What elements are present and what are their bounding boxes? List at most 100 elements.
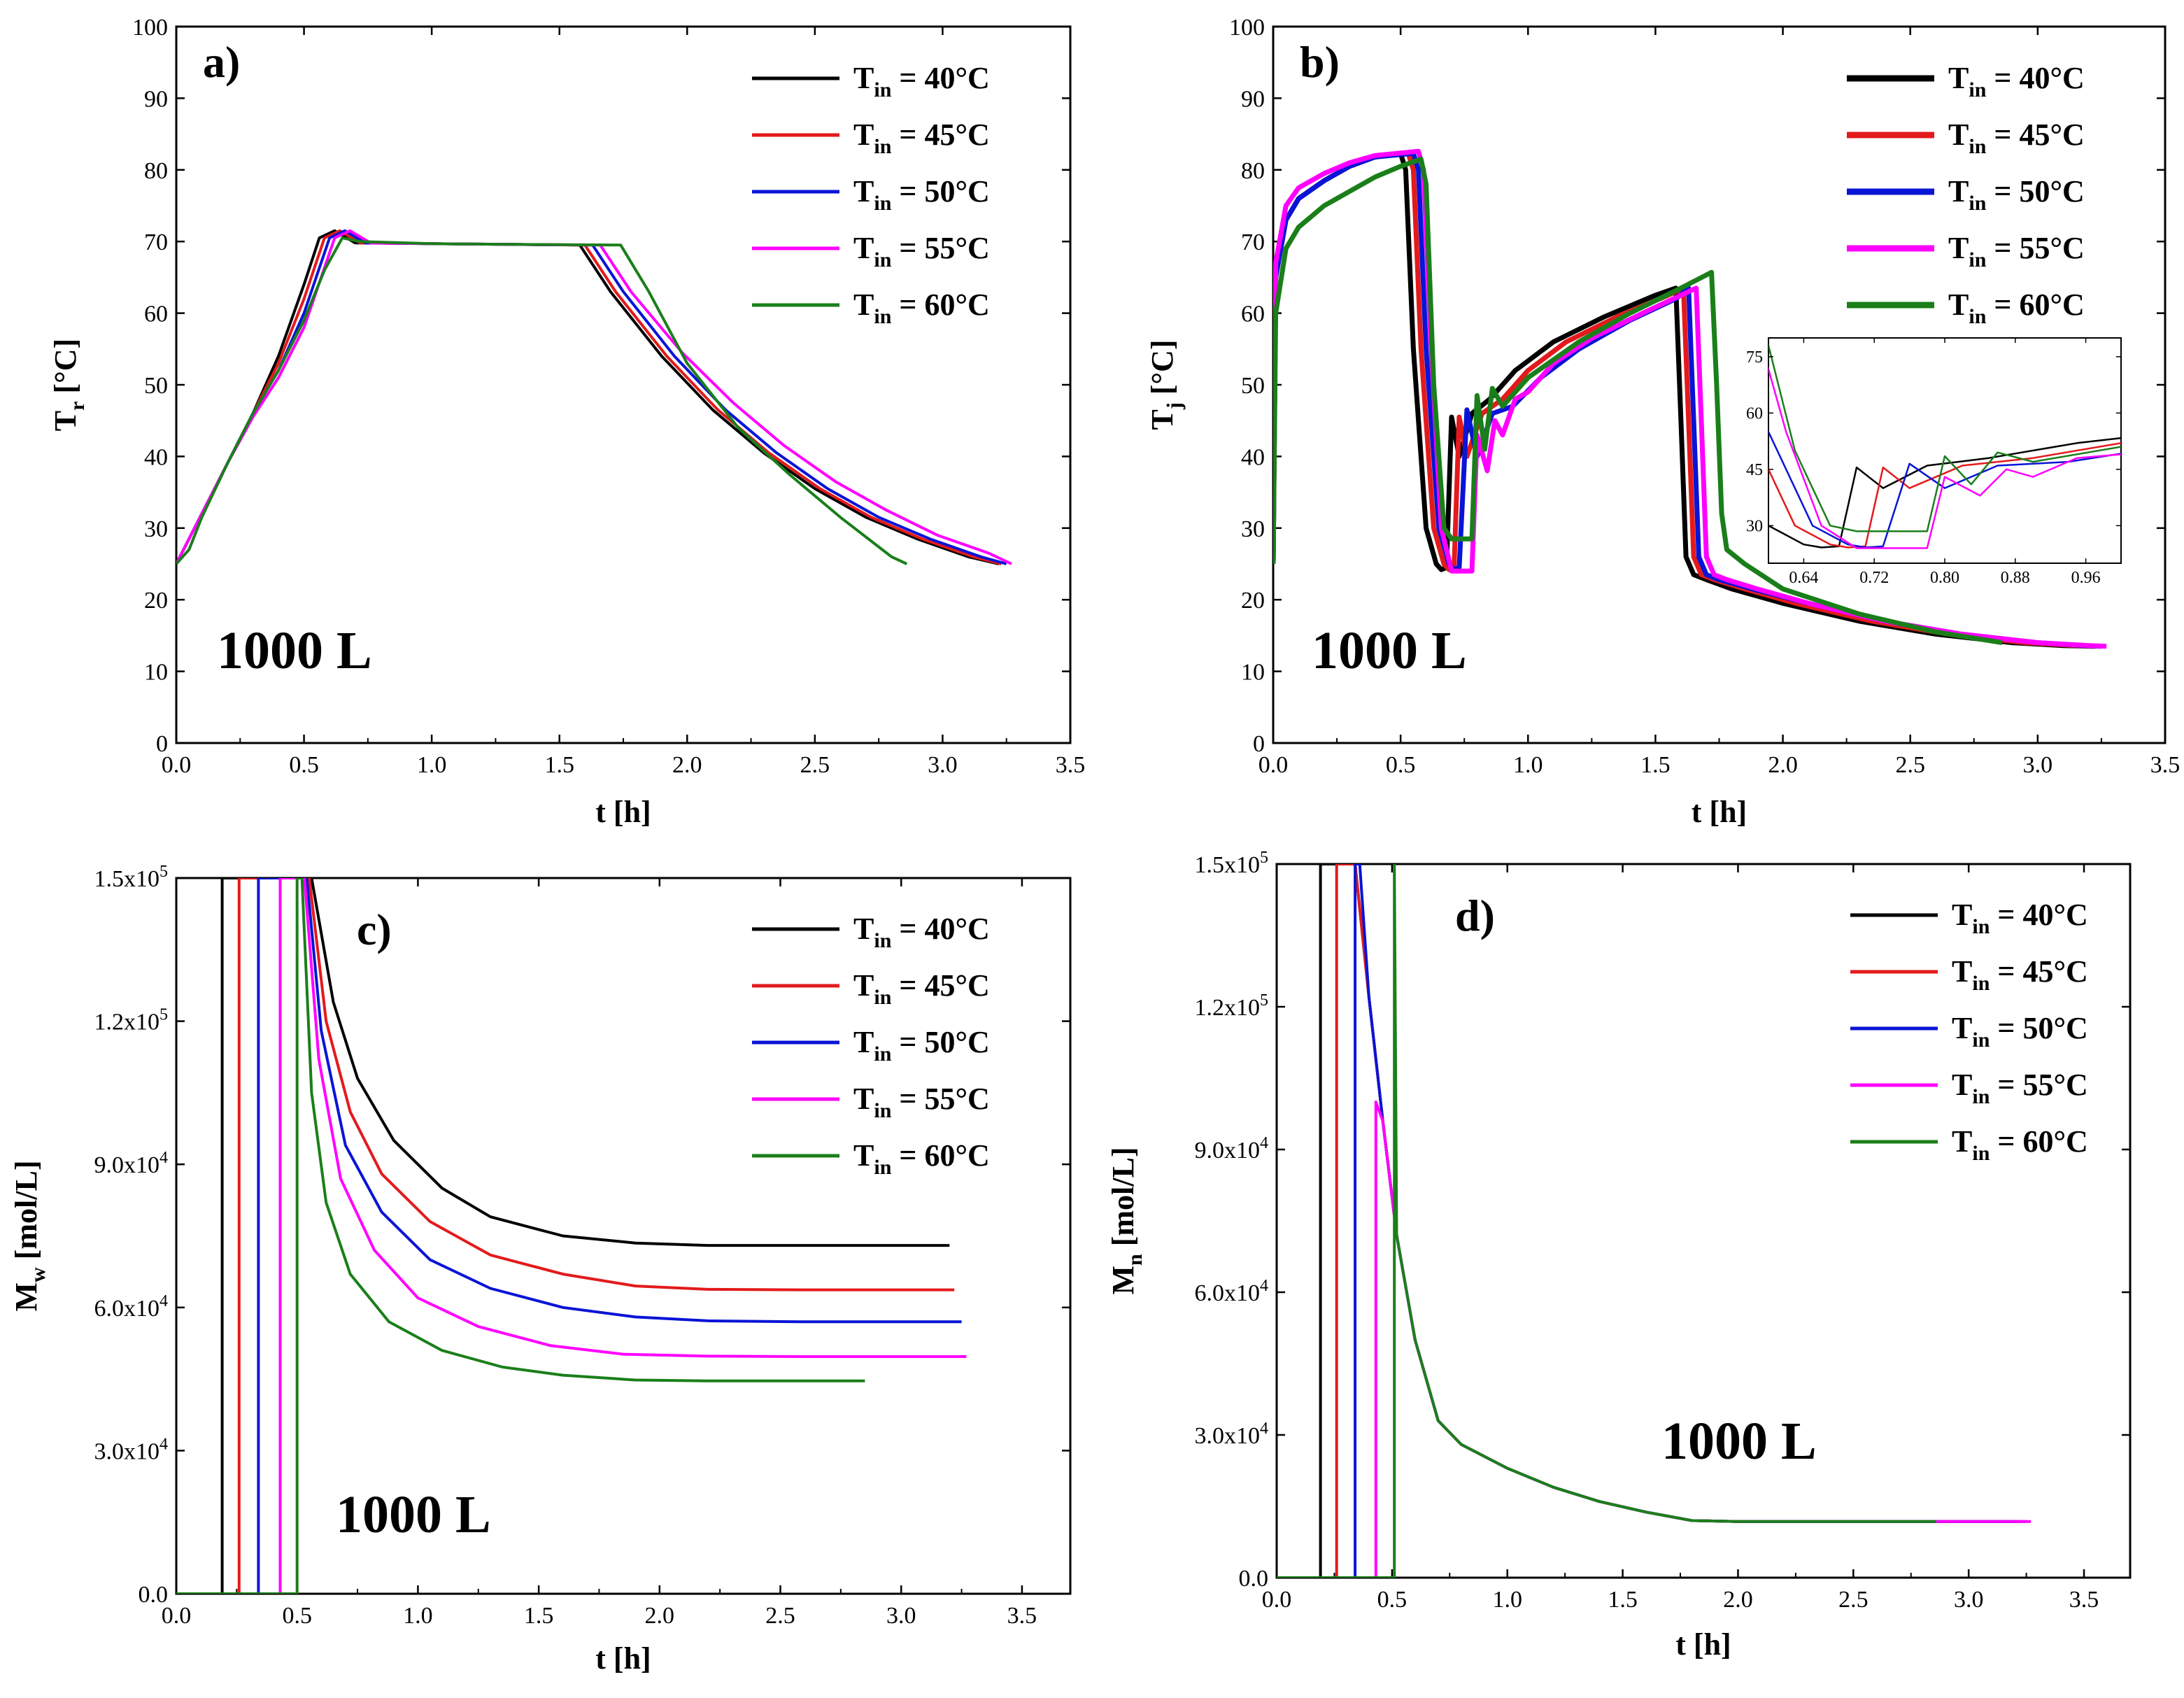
series-line-45 [176, 229, 1002, 565]
series-line-55 [176, 878, 967, 1594]
y-tick-label: 40 [144, 444, 168, 470]
y-tick-label: 6.0x104 [94, 1292, 169, 1322]
y-tick-label: 50 [1241, 373, 1265, 399]
legend-label-40: Tin = 40°C [853, 61, 990, 101]
legend-label-45: Tin = 45°C [853, 118, 990, 158]
x-tick-label: 3.5 [1056, 752, 1086, 778]
legend-label-55: Tin = 55°C [853, 1082, 990, 1122]
y-tick-label: 90 [144, 86, 168, 112]
y-tick-label: 60 [1241, 302, 1265, 327]
y-tick-label: 70 [144, 229, 168, 255]
panel-label: c) [357, 905, 392, 954]
series-line-60 [1273, 156, 2003, 646]
inset-series-line-50 [1768, 428, 2121, 549]
series-line-55 [176, 229, 1012, 565]
x-tick-label: 1.0 [1492, 1587, 1522, 1613]
x-tick-label: 3.0 [1954, 1587, 1984, 1613]
legend-label-60: Tin = 60°C [853, 1138, 990, 1179]
x-axis-label: t [h] [1675, 1627, 1731, 1662]
legend-label-50: Tin = 50°C [1948, 174, 2085, 215]
y-tick-label: 0.0 [1239, 1566, 1269, 1592]
legend-label-60: Tin = 60°C [1948, 288, 2085, 328]
x-tick-label: 0.5 [282, 1603, 312, 1629]
x-tick-label: 1.0 [417, 752, 447, 778]
legend-label-55: Tin = 55°C [853, 231, 990, 271]
x-tick-label: 1.5 [544, 752, 574, 778]
series-line-50 [176, 229, 1007, 565]
y-tick-label: 90 [1241, 86, 1265, 112]
x-tick-label: 3.0 [928, 752, 958, 778]
x-tick-label: 2.5 [1895, 752, 1925, 778]
series-line-60 [176, 878, 865, 1594]
panel-label: d) [1455, 891, 1495, 940]
x-tick-label: 3.5 [2069, 1587, 2099, 1613]
series-group [1273, 148, 2107, 649]
y-tick-label: 0 [156, 731, 168, 757]
x-tick-label: 2.0 [1723, 1587, 1753, 1613]
inset-series-line-40 [1768, 437, 2121, 549]
y-tick-label: 70 [1241, 229, 1265, 255]
volume-annotation: 1000 L [336, 1485, 491, 1544]
panel-a: 0.0 0.5 1.0 1.5 2.0 2.5 3.0 3.5 0 10 20 30 40 50 60 70 8… [48, 15, 1085, 829]
series-line-45 [176, 878, 955, 1594]
series-line-50 [176, 878, 962, 1594]
x-tick-label: 1.0 [403, 1603, 433, 1629]
y-tick-label: 80 [1241, 158, 1265, 184]
inset-x-tick-label: 0.64 [1789, 569, 1818, 587]
series-line-60 [176, 236, 908, 565]
x-tick-label: 3.5 [1007, 1603, 1037, 1629]
x-tick-label: 1.5 [1640, 752, 1671, 778]
panel-c: 0.0 0.5 1.0 1.5 2.0 2.5 3.0 3.5 0.0 3.0x104 6.0x10… [9, 863, 1072, 1676]
series-group [176, 229, 1012, 565]
panel-label: a) [203, 37, 240, 87]
panel-d: 0.0 0.5 1.0 1.5 2.0 2.5 3.0 3.5 0.0 3.0x104 6.0x10… [1106, 849, 2132, 1662]
x-tick-label: 0.0 [162, 1603, 192, 1629]
y-tick-label: 9.0x104 [1195, 1134, 1269, 1163]
inset-series-line-60 [1768, 344, 2121, 532]
y-tick-label: 40 [1241, 444, 1265, 470]
y-tick-label: 50 [144, 373, 168, 399]
legend-label-40: Tin = 40°C [853, 912, 990, 952]
y-tick-label: 100 [132, 15, 168, 41]
y-tick-label: 6.0x104 [1195, 1277, 1269, 1306]
inset-series-group [1768, 344, 2121, 549]
inset-x-tick-label: 0.72 [1859, 569, 1889, 587]
legend-label-45: Tin = 45°C [1952, 954, 2088, 995]
legend-label-55: Tin = 55°C [1952, 1068, 2088, 1108]
series-line-40 [176, 878, 950, 1594]
x-tick-label: 2.0 [645, 1603, 675, 1629]
inset-y-tick-label: 60 [1746, 404, 1763, 423]
inset-plot: 0.64 0.72 0.80 0.88 0.96 30 45 60 75 [1746, 337, 2122, 587]
x-tick-label: 3.0 [886, 1603, 916, 1629]
x-tick-label: 2.5 [800, 752, 830, 778]
inset-y-tick-label: 75 [1746, 348, 1763, 367]
y-tick-label: 1.5x105 [94, 863, 169, 892]
y-axis-label: Tr [°C] [48, 339, 89, 431]
y-tick-label: 30 [1241, 516, 1265, 542]
inset-x-tick-label: 0.96 [2071, 569, 2101, 587]
x-tick-label: 2.0 [672, 752, 702, 778]
y-tick-label: 3.0x104 [1195, 1420, 1269, 1449]
x-tick-label: 1.0 [1513, 752, 1543, 778]
legend-label-50: Tin = 50°C [1952, 1011, 2088, 1052]
plot-frame [175, 877, 1072, 1595]
x-tick-label: 3.0 [2023, 752, 2053, 778]
x-tick-label: 1.5 [524, 1603, 554, 1629]
x-tick-label: 0.0 [1258, 752, 1289, 778]
series-group [176, 878, 967, 1594]
volume-annotation: 1000 L [1661, 1412, 1817, 1471]
x-axis-label: t [h] [595, 1641, 651, 1676]
y-tick-label: 10 [1241, 660, 1265, 686]
series-line-55 [1277, 1101, 2031, 1578]
inset-x-tick-label: 0.88 [2001, 569, 2030, 587]
legend-label-60: Tin = 60°C [1952, 1124, 2088, 1165]
y-tick-label: 3.0x104 [94, 1435, 169, 1464]
panel-b: 0.0 0.5 1.0 1.5 2.0 2.5 3.0 3.5 0 10 20 30 40 50 60 70 8… [1145, 15, 2180, 829]
x-tick-label: 0.5 [289, 752, 319, 778]
inset-frame [1768, 337, 2122, 564]
x-tick-label: 0.5 [1386, 752, 1416, 778]
y-axis-label: Mn [mol/L] [1106, 1147, 1147, 1295]
y-tick-label: 1.2x105 [94, 1006, 169, 1035]
legend-label-45: Tin = 45°C [1948, 118, 2085, 158]
